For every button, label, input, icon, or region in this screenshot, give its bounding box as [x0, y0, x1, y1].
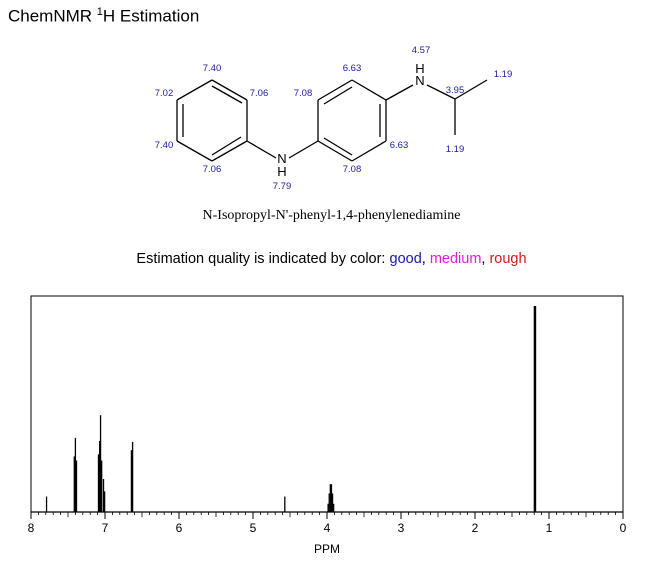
nh-right-h: H: [415, 61, 424, 76]
x-axis-label: PPM: [314, 542, 340, 556]
shift-label: 6.63: [343, 63, 362, 74]
shift-label: 7.06: [203, 164, 222, 175]
x-tick-label: 0: [620, 521, 627, 535]
bond: [385, 84, 414, 101]
minor-ticks: [38, 512, 616, 517]
double-bond: [323, 86, 353, 105]
double-bond: [211, 136, 242, 156]
bond: [246, 140, 277, 159]
x-tick-label: 3: [398, 521, 405, 535]
shift-label: 7.40: [155, 140, 174, 151]
major-ticks: [30, 512, 624, 519]
quality-prefix: Estimation quality is indicated by color…: [136, 251, 390, 267]
tick-labels: 8 7 6 5 4 3 2 1 0: [28, 521, 627, 535]
quality-rough: rough: [489, 251, 527, 267]
shift-label: 3.95: [446, 85, 465, 96]
shift-label: 7.79: [273, 181, 292, 192]
shift-label: 6.63: [390, 140, 409, 151]
bond-lines: [176, 79, 488, 162]
x-tick-label: 7: [102, 521, 109, 535]
peaks: [45, 306, 537, 512]
bond: [288, 140, 319, 159]
double-bond: [323, 137, 353, 156]
x-tick-label: 2: [472, 521, 479, 535]
bond: [176, 79, 213, 101]
x-tick-label: 6: [176, 521, 183, 535]
quality-separator: ,: [421, 251, 430, 267]
quality-medium: medium: [429, 251, 482, 267]
title-prefix: ChemNMR: [8, 6, 97, 26]
quality-legend: Estimation quality is indicated by color…: [0, 251, 663, 267]
quality-separator: ,: [481, 251, 490, 267]
title-suffix: H Estimation: [102, 6, 200, 26]
bond: [317, 140, 353, 162]
x-tick-label: 4: [324, 521, 331, 535]
title-superscript: 1: [96, 6, 103, 18]
shift-label: 7.08: [294, 88, 313, 99]
compound-name: N-Isopropyl-N'-phenyl-1,4-phenylenediami…: [202, 208, 461, 223]
app-title: ChemNMR 1H Estimation: [8, 6, 199, 27]
shift-label: 4.57: [412, 45, 431, 56]
shift-label: 7.40: [203, 63, 222, 74]
nh-right-n: N: [415, 73, 424, 88]
shift-label: 7.02: [155, 88, 174, 99]
bond: [176, 140, 213, 162]
bond: [211, 79, 248, 101]
bond: [317, 79, 353, 101]
x-tick-label: 5: [250, 521, 257, 535]
bond: [426, 84, 456, 100]
molecule-structure: N H N H 7.40 7.02 7.06 7.40 7.06 7.79 7.…: [155, 45, 513, 192]
quality-good: good: [389, 251, 422, 267]
nh-left-h: H: [277, 164, 286, 179]
shift-label: 1.19: [494, 69, 513, 80]
nh-left-n: N: [277, 151, 286, 166]
bond: [351, 79, 387, 101]
shift-label: 1.19: [446, 144, 465, 155]
x-tick-label: 1: [546, 521, 553, 535]
bond: [211, 140, 248, 162]
shift-label: 7.06: [250, 88, 269, 99]
double-bond: [211, 85, 243, 104]
x-tick-label: 8: [28, 521, 35, 535]
shift-label: 7.08: [343, 164, 362, 175]
bond: [351, 140, 387, 162]
bond: [454, 79, 488, 100]
